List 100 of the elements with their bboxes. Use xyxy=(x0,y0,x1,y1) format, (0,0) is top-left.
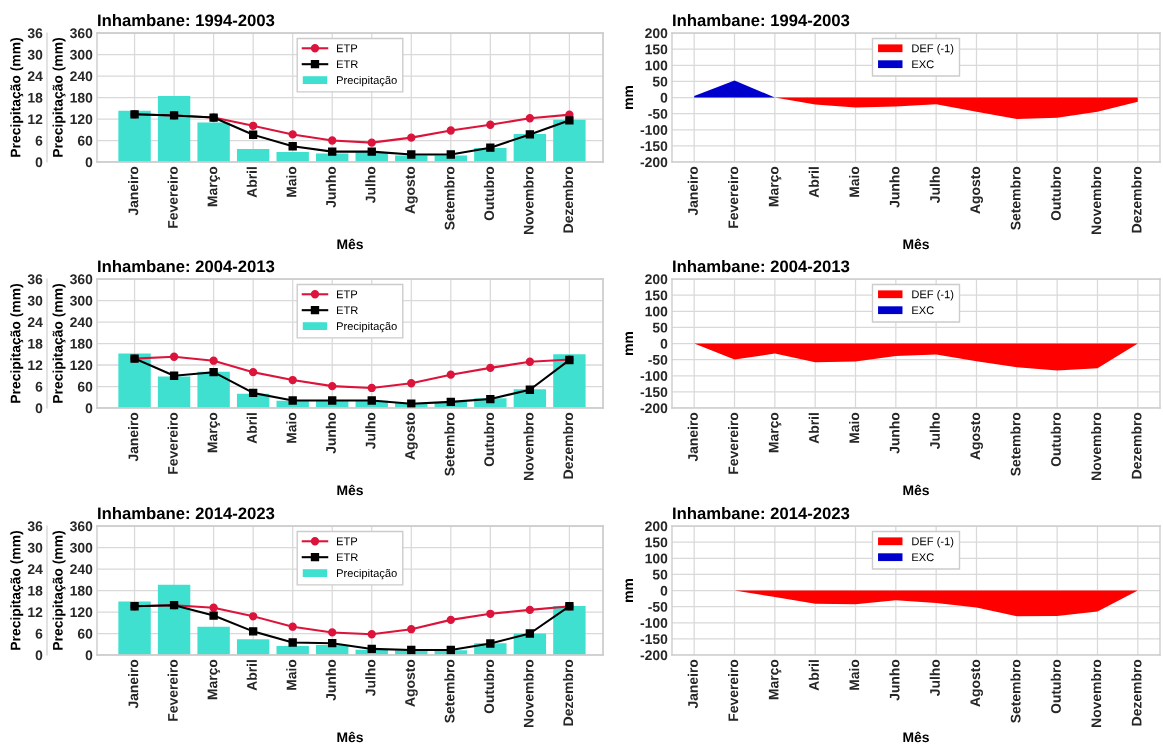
point xyxy=(446,397,455,407)
chart-title: Inhambane: 2004-2013 xyxy=(673,259,850,273)
legend-label: Precipitação xyxy=(337,75,397,87)
y2-tick-label: 24 xyxy=(27,564,43,575)
x-tick-label: Outubro xyxy=(1050,166,1061,221)
legend-label: Precipitação xyxy=(337,568,397,580)
y-tick-label: -50 xyxy=(648,354,668,365)
point xyxy=(288,375,297,385)
x-tick-label: Novembro xyxy=(1091,412,1102,480)
point xyxy=(169,371,179,380)
x-tick-label: Maio xyxy=(849,412,860,443)
x-tick-label: Março xyxy=(768,412,782,453)
x-tick-label: Novembro xyxy=(523,412,534,480)
y-tick-label: -100 xyxy=(640,125,668,135)
y-tick-label: 180 xyxy=(70,585,93,596)
y-tick-label: 180 xyxy=(70,338,93,349)
y-tick-label: 120 xyxy=(70,607,93,618)
y-tick-label: 0 xyxy=(85,650,93,661)
y-tick-label: -50 xyxy=(648,108,668,119)
y-tick-label: 200 xyxy=(645,521,668,532)
x-tick-label: Fevereiro xyxy=(728,659,739,721)
point xyxy=(367,383,376,393)
bar xyxy=(197,626,230,655)
point xyxy=(367,138,376,147)
x-tick-label: Abril xyxy=(246,167,257,198)
x-tick-label: Junho xyxy=(889,659,900,701)
point xyxy=(525,114,535,123)
point xyxy=(407,379,416,388)
x-tick-label: Setembro xyxy=(444,412,455,476)
x-tick-label: Agosto xyxy=(970,412,983,460)
x-tick-label: Maio xyxy=(286,166,297,197)
y-tick-label: 0 xyxy=(660,92,668,103)
chart-title: Inhambane: 1994-2003 xyxy=(98,13,275,27)
y2-tick-label: 6 xyxy=(35,135,43,146)
y2-tick-label: 6 xyxy=(35,628,43,639)
x-tick-label: Agosto xyxy=(405,412,418,460)
x-axis-title: Mês xyxy=(337,238,363,250)
x-axis-title: Mês xyxy=(903,238,929,250)
point xyxy=(288,130,297,139)
point xyxy=(525,629,535,638)
x-tick-label: Junho xyxy=(889,412,900,454)
point xyxy=(367,147,376,156)
y-tick-label: 240 xyxy=(70,564,93,575)
y2-tick-label: 12 xyxy=(28,607,43,618)
y-tick-label: 200 xyxy=(645,274,668,285)
point xyxy=(525,357,535,366)
x-tick-label: Abril xyxy=(808,167,819,198)
y-tick-label: 150 xyxy=(645,290,668,301)
y-tick-label: 50 xyxy=(652,76,668,87)
y2-tick-label: 24 xyxy=(27,71,43,82)
y-tick-label: -150 xyxy=(640,634,668,645)
y-tick-label: -200 xyxy=(640,650,668,661)
x-tick-label: Janeiro xyxy=(687,412,698,462)
y-tick-label: -50 xyxy=(648,601,668,612)
point xyxy=(446,126,455,135)
x-tick-label: Maio xyxy=(286,412,297,443)
y-tick-label: 100 xyxy=(645,553,668,564)
x-tick-label: Agosto xyxy=(970,659,983,707)
point xyxy=(248,367,258,377)
x-axis-title: Mês xyxy=(903,731,929,743)
x-tick-label: Outubro xyxy=(1050,412,1061,467)
y-tick-label: 150 xyxy=(645,44,668,55)
legend-label: ETR xyxy=(337,553,358,562)
point xyxy=(486,639,495,648)
y-tick-label: 360 xyxy=(69,274,93,285)
point xyxy=(248,627,258,636)
x-tick-label: Maio xyxy=(849,166,860,197)
y-tick-label: 0 xyxy=(660,585,668,596)
point xyxy=(407,133,416,142)
point xyxy=(209,356,218,365)
x-tick-label: Setembro xyxy=(444,659,455,723)
x-axis-title: Mês xyxy=(337,731,363,743)
bar xyxy=(157,376,191,408)
y-tick-label: 360 xyxy=(69,28,93,39)
x-tick-label: Fevereiro xyxy=(167,659,178,721)
y2-tick-label: 18 xyxy=(28,585,43,596)
legend-label: ETR xyxy=(337,60,358,69)
x-axis-title: Mês xyxy=(903,484,929,496)
y-tick-label: -150 xyxy=(640,141,668,152)
x-tick-label: Dezembro xyxy=(562,412,574,479)
y2-tick-label: 30 xyxy=(27,295,43,306)
point xyxy=(248,130,258,139)
y2-tick-label: 0 xyxy=(35,157,43,168)
point xyxy=(288,396,297,405)
y-tick-label: 60 xyxy=(77,628,93,639)
bar xyxy=(553,605,586,655)
x-tick-label: Julho xyxy=(365,166,376,203)
y2-tick-label: 36 xyxy=(27,28,43,39)
y-tick-label: 60 xyxy=(77,381,93,392)
y-tick-label: 50 xyxy=(652,569,668,580)
legend-label: DEF (-1) xyxy=(912,44,954,55)
x-tick-label: Março xyxy=(768,659,782,700)
y-axis-title: mm xyxy=(625,86,633,109)
point xyxy=(486,609,495,618)
point xyxy=(367,644,376,654)
bar xyxy=(157,584,191,655)
x-tick-label: Julho xyxy=(929,412,940,449)
x-tick-label: Outubro xyxy=(1050,659,1061,714)
x-tick-label: Agosto xyxy=(405,659,418,707)
point xyxy=(248,612,258,621)
